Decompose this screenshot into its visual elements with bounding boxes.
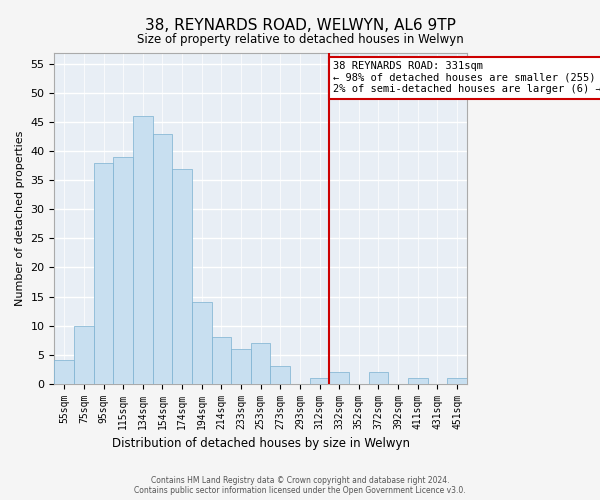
Bar [408, 378, 428, 384]
Text: 38 REYNARDS ROAD: 331sqm
← 98% of detached houses are smaller (255)
2% of semi-d: 38 REYNARDS ROAD: 331sqm ← 98% of detach… [333, 61, 600, 94]
Text: Size of property relative to detached houses in Welwyn: Size of property relative to detached ho… [137, 32, 463, 46]
Bar [94, 163, 113, 384]
Bar [368, 372, 388, 384]
Text: Contains HM Land Registry data © Crown copyright and database right 2024.
Contai: Contains HM Land Registry data © Crown c… [134, 476, 466, 495]
Bar [212, 337, 231, 384]
Bar [113, 157, 133, 384]
Bar [231, 349, 251, 384]
Bar [74, 326, 94, 384]
Bar [172, 168, 192, 384]
Bar [271, 366, 290, 384]
Y-axis label: Number of detached properties: Number of detached properties [15, 130, 25, 306]
Bar [447, 378, 467, 384]
Bar [152, 134, 172, 384]
Bar [192, 302, 212, 384]
Bar [55, 360, 74, 384]
Text: 38, REYNARDS ROAD, WELWYN, AL6 9TP: 38, REYNARDS ROAD, WELWYN, AL6 9TP [145, 18, 455, 32]
Bar [329, 372, 349, 384]
X-axis label: Distribution of detached houses by size in Welwyn: Distribution of detached houses by size … [112, 437, 410, 450]
Bar [310, 378, 329, 384]
Bar [133, 116, 152, 384]
Bar [251, 343, 271, 384]
